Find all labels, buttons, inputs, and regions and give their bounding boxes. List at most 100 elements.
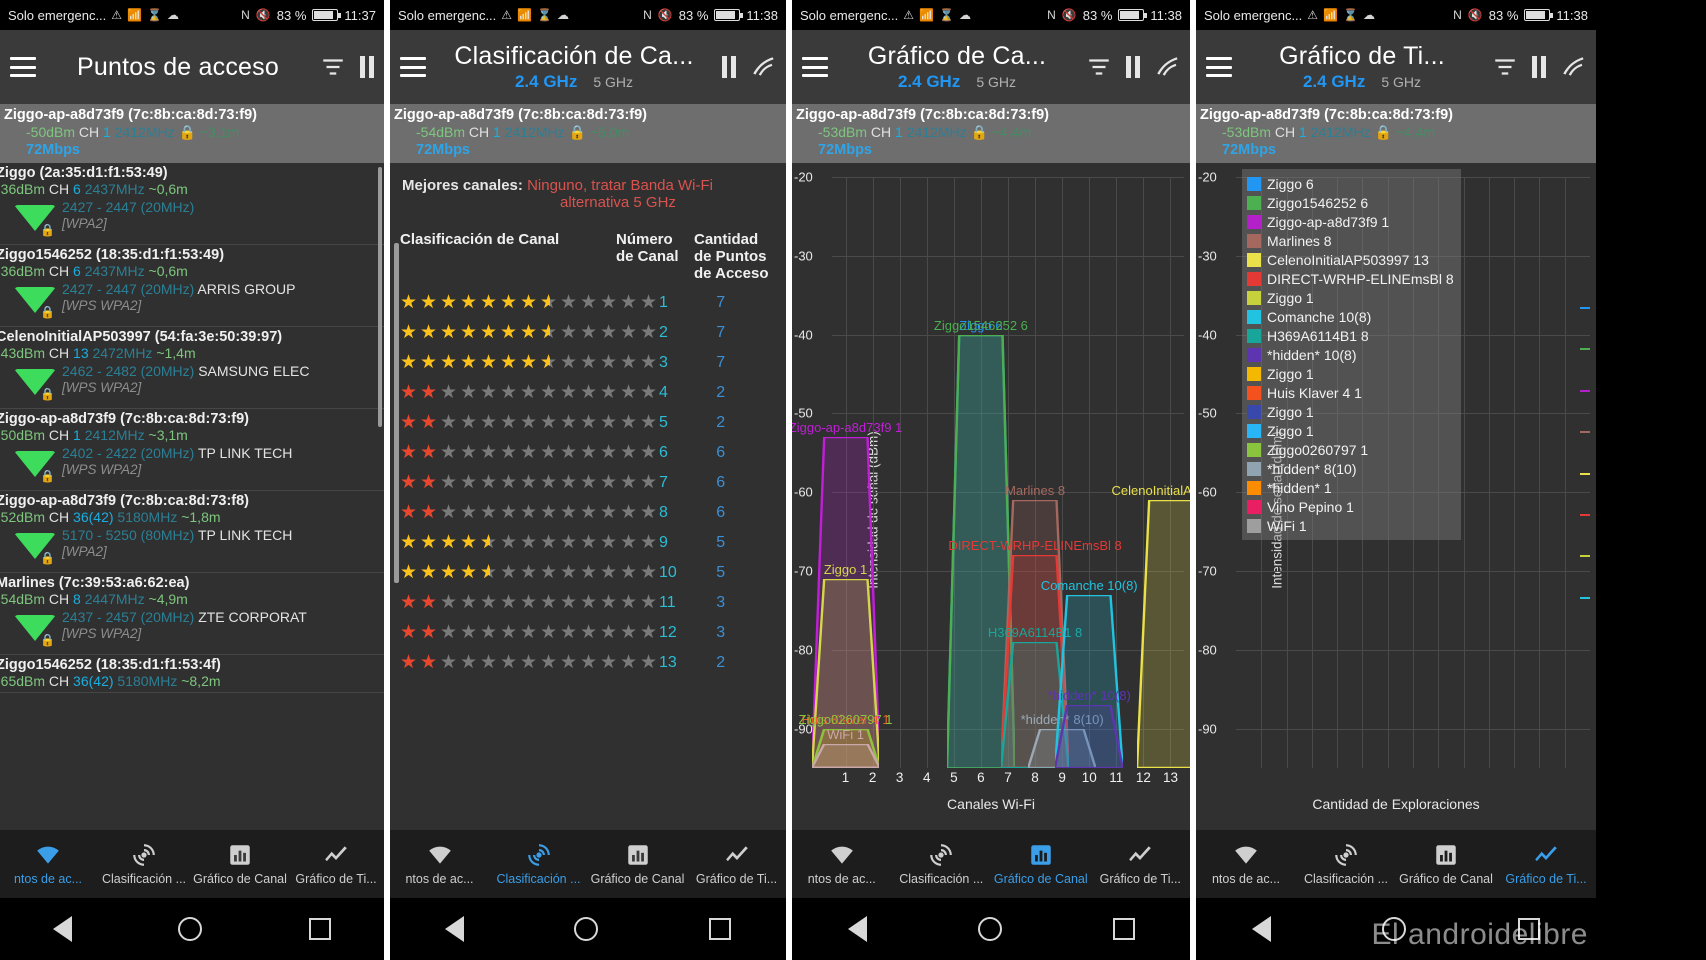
connected-ap-banner[interactable]: Ziggo-ap-a8d73f9 (7c:8b:ca:8d:73:f9) -53… — [1196, 104, 1596, 163]
x-axis-tick: 1 — [841, 770, 850, 785]
wifi-icon — [35, 842, 61, 868]
home-button[interactable] — [574, 917, 599, 941]
connected-ap-banner[interactable]: Ziggo-ap-a8d73f9 (7c:8b:ca:8d:73:f9) -54… — [390, 104, 786, 163]
tab-channel-rating[interactable]: Clasificación ... — [1296, 842, 1396, 886]
filter-icon[interactable] — [1086, 54, 1112, 80]
band-switcher[interactable]: 2.4 GHz 5 GHz — [1303, 72, 1421, 92]
sim-alert-icon: ⚠ — [111, 8, 123, 22]
ap-range: 2402 - 2422 (20MHz) TP LINK TECH — [62, 445, 293, 461]
star-icon: ★ — [640, 622, 657, 643]
scan-icon[interactable] — [1154, 54, 1180, 80]
tab-channel-rating[interactable]: Clasificación ... — [489, 842, 588, 886]
star-icon: ★ — [400, 592, 417, 613]
filter-icon[interactable] — [320, 54, 346, 80]
band-5ghz[interactable]: 5 GHz — [976, 74, 1017, 90]
star-icon: ★ — [600, 622, 617, 643]
recents-button[interactable] — [708, 918, 731, 940]
access-point-row[interactable]: Ziggo-ap-a8d73f9 (7c:8b:ca:8d:73:f9) -50d… — [0, 409, 384, 491]
rating-row: ★ ★ ★ ★ ★ ★ ★ ★ ★ ★ ★ ★ ★ 13 2 — [400, 653, 778, 672]
grid-line-vertical — [1514, 177, 1516, 768]
star-rating: ★ ★ ★ ★ ★ ★ ★ ★ ★ ★ ★ ★ ★ — [400, 383, 659, 402]
band-2ghz[interactable]: 2.4 GHz — [1302, 72, 1366, 91]
time-graph[interactable]: Intensidad de señal (dBm) -20 -30 -40 -50 -6… — [1196, 163, 1596, 830]
sim-alert-icon: ⚠ — [903, 8, 915, 22]
access-point-row[interactable]: Ziggo1546252 (18:35:d1:f1:53:49) -36dBm C… — [0, 245, 384, 327]
back-button[interactable] — [53, 916, 73, 942]
star-icon: ★ — [640, 322, 657, 343]
back-button[interactable] — [1251, 916, 1271, 942]
nfc-icon: N — [1453, 8, 1462, 22]
tab-time-graph[interactable]: Gráfico de Ti... — [687, 842, 786, 886]
connected-ap-banner[interactable]: Ziggo-ap-a8d73f9 (7c:8b:ca:8d:73:f9) -53… — [792, 104, 1190, 163]
star-icon: ★ — [500, 502, 517, 523]
tab-channel-rating[interactable]: Clasificación ... — [96, 842, 192, 886]
back-button[interactable] — [847, 916, 867, 942]
tab-access-points[interactable]: ntos de ac... — [390, 842, 489, 886]
channel-number: 13 — [659, 653, 677, 671]
grid-line-vertical — [1261, 177, 1263, 768]
wifi-icon — [427, 842, 453, 868]
menu-icon[interactable] — [400, 57, 426, 77]
menu-icon[interactable] — [10, 57, 36, 77]
tab-access-points[interactable]: ntos de ac... — [1196, 842, 1296, 886]
tab-time-graph[interactable]: Gráfico de Ti... — [1091, 842, 1191, 886]
status-bar: Solo emergenc... ⚠ 📶 ⌛ ☁ N 🔇 83 % 11:38 — [1196, 0, 1596, 30]
tab-time-graph[interactable]: Gráfico de Ti... — [1496, 842, 1596, 886]
tab-time-graph[interactable]: Gráfico de Ti... — [288, 842, 384, 886]
ap-detail-grid: 🔒 5170 - 5250 (80MHz) TP LINK TECH [WPA2] — [0, 525, 384, 569]
home-button[interactable] — [977, 917, 1002, 941]
tab-channel-graph[interactable]: Gráfico de Canal — [192, 842, 288, 886]
menu-icon[interactable] — [802, 57, 828, 77]
access-point-list[interactable]: Ziggo (2a:35:d1:f1:53:49) -36dBm CH 6 243… — [0, 163, 384, 830]
title-area: Gráfico de Ti... 2.4 GHz 5 GHz — [1240, 42, 1484, 92]
ap-count: 6 — [716, 473, 726, 491]
recents-button[interactable] — [308, 918, 331, 940]
scan-icon[interactable] — [750, 54, 776, 80]
access-point-row[interactable]: Ziggo-ap-a8d73f9 (7c:8b:ca:8d:73:f8) -52d… — [0, 491, 384, 573]
menu-icon[interactable] — [1206, 57, 1232, 77]
home-button[interactable] — [178, 917, 203, 941]
tab-label: Clasificación ... — [496, 872, 581, 886]
connected-ap-banner[interactable]: Ziggo-ap-a8d73f9 (7c:8b:ca:8d:73:f9) -50… — [0, 104, 384, 163]
recents-button[interactable] — [1518, 918, 1541, 940]
grid-line-vertical — [980, 177, 982, 768]
home-button[interactable] — [1382, 917, 1407, 941]
tab-access-points[interactable]: ntos de ac... — [0, 842, 96, 886]
ap-shape-label: Ziggo0260797 1 — [798, 711, 893, 727]
tab-channel-graph[interactable]: Gráfico de Canal — [588, 842, 687, 886]
access-point-row[interactable]: Marlines (7c:39:53:a6:62:ea) -54dBm CH 8 … — [0, 573, 384, 655]
grid-line-vertical — [1062, 177, 1064, 768]
band-2ghz[interactable]: 2.4 GHz — [897, 72, 961, 91]
star-icon: ★ — [440, 382, 457, 403]
band-switcher[interactable]: 2.4 GHz 5 GHz — [515, 72, 633, 92]
pause-icon[interactable] — [1532, 56, 1546, 78]
list-scrollbar[interactable] — [378, 167, 382, 427]
list-scrollbar[interactable] — [394, 243, 399, 583]
band-switcher[interactable]: 2.4 GHz 5 GHz — [898, 72, 1016, 92]
star-icon: ★ — [400, 442, 417, 463]
tab-access-points[interactable]: ntos de ac... — [792, 842, 892, 886]
band-5ghz[interactable]: 5 GHz — [593, 74, 634, 90]
tab-channel-rating[interactable]: Clasificación ... — [892, 842, 992, 886]
header-rating: Clasificación de Canal — [400, 231, 560, 248]
tab-label: Gráfico de Canal — [1399, 872, 1493, 886]
y-axis-tick: -50 — [794, 405, 813, 421]
pause-icon[interactable] — [1126, 56, 1140, 78]
tab-channel-graph[interactable]: Gráfico de Canal — [991, 842, 1091, 886]
access-point-row[interactable]: Ziggo (2a:35:d1:f1:53:49) -36dBm CH 6 243… — [0, 163, 384, 245]
access-point-row[interactable]: CelenoInitialAP503997 (54:fa:3e:50:39:97… — [0, 327, 384, 409]
pause-icon[interactable] — [360, 56, 374, 78]
band-2ghz[interactable]: 2.4 GHz — [514, 72, 578, 91]
back-button[interactable] — [445, 916, 465, 942]
series-trace — [1580, 431, 1590, 434]
recents-button[interactable] — [1112, 918, 1135, 940]
channel-graph[interactable]: Intensidad de señal (dBm) -20-30-40-50-6… — [792, 163, 1190, 830]
filter-icon[interactable] — [1492, 54, 1518, 80]
pause-icon[interactable] — [722, 56, 736, 78]
scan-icon[interactable] — [1560, 54, 1586, 80]
band-5ghz[interactable]: 5 GHz — [1381, 74, 1422, 90]
access-point-row[interactable]: Ziggo1546252 (18:35:d1:f1:53:4f) -65dBm C… — [0, 655, 384, 693]
tab-channel-graph[interactable]: Gráfico de Canal — [1396, 842, 1496, 886]
tab-label: ntos de ac... — [1211, 872, 1281, 886]
channel-number: 3 — [659, 353, 668, 371]
